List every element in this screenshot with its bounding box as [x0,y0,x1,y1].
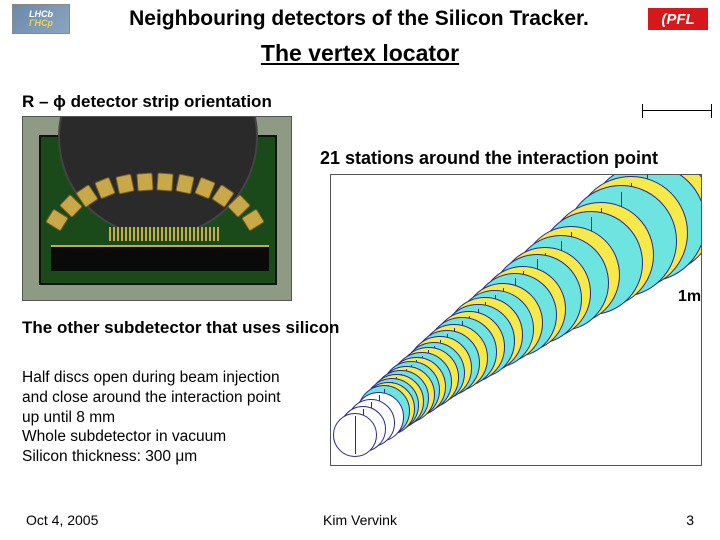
readout-chip [175,174,194,195]
pcb-board [39,135,277,285]
lhcb-logo-line2: ГНСр [29,19,53,28]
readout-chip [156,172,173,191]
pin-row [109,227,219,241]
footer-page-number: 3 [686,512,694,528]
body-text: Half discs open during beam injection an… [22,368,322,467]
body-line: up until 8 mm [22,408,322,428]
footer: Oct 4, 2005 Kim Vervink 3 [0,512,720,528]
readout-chip [115,174,134,195]
readout-chip [241,208,265,231]
readout-chips-row [41,175,275,235]
readout-chip [94,177,116,200]
stations-label: 21 stations around the interaction point [320,148,658,169]
body-line: Silicon thickness: 300 μm [22,447,322,467]
scale-bar [642,110,712,112]
scale-label: 1m [678,288,701,306]
slide-subtitle: The vertex locator [0,40,720,67]
body-line: Half discs open during beam injection [22,368,322,388]
other-subdetector-label: The other subdetector that uses silicon [22,318,339,338]
lhcb-logo: LHCb ГНСр [12,4,70,34]
body-line: Whole subdetector in vacuum [22,427,322,447]
footer-date: Oct 4, 2005 [26,512,98,528]
r-phi-label: R – ϕ detector strip orientation [22,92,272,112]
slide-title: Neighbouring detectors of the Silicon Tr… [82,7,636,31]
header: LHCb ГНСр Neighbouring detectors of the … [0,0,720,34]
footer-author: Kim Vervink [323,512,397,528]
epfl-logo: (PFL [648,8,708,30]
readout-chip [136,172,153,191]
body-line: and close around the interaction point [22,388,322,408]
velo-stations-diagram [330,174,702,466]
scale-tick-left [642,104,643,118]
detector-photo [22,116,292,301]
station-disc [333,413,377,457]
edge-connector [51,245,269,271]
scale-tick-right [711,104,712,118]
